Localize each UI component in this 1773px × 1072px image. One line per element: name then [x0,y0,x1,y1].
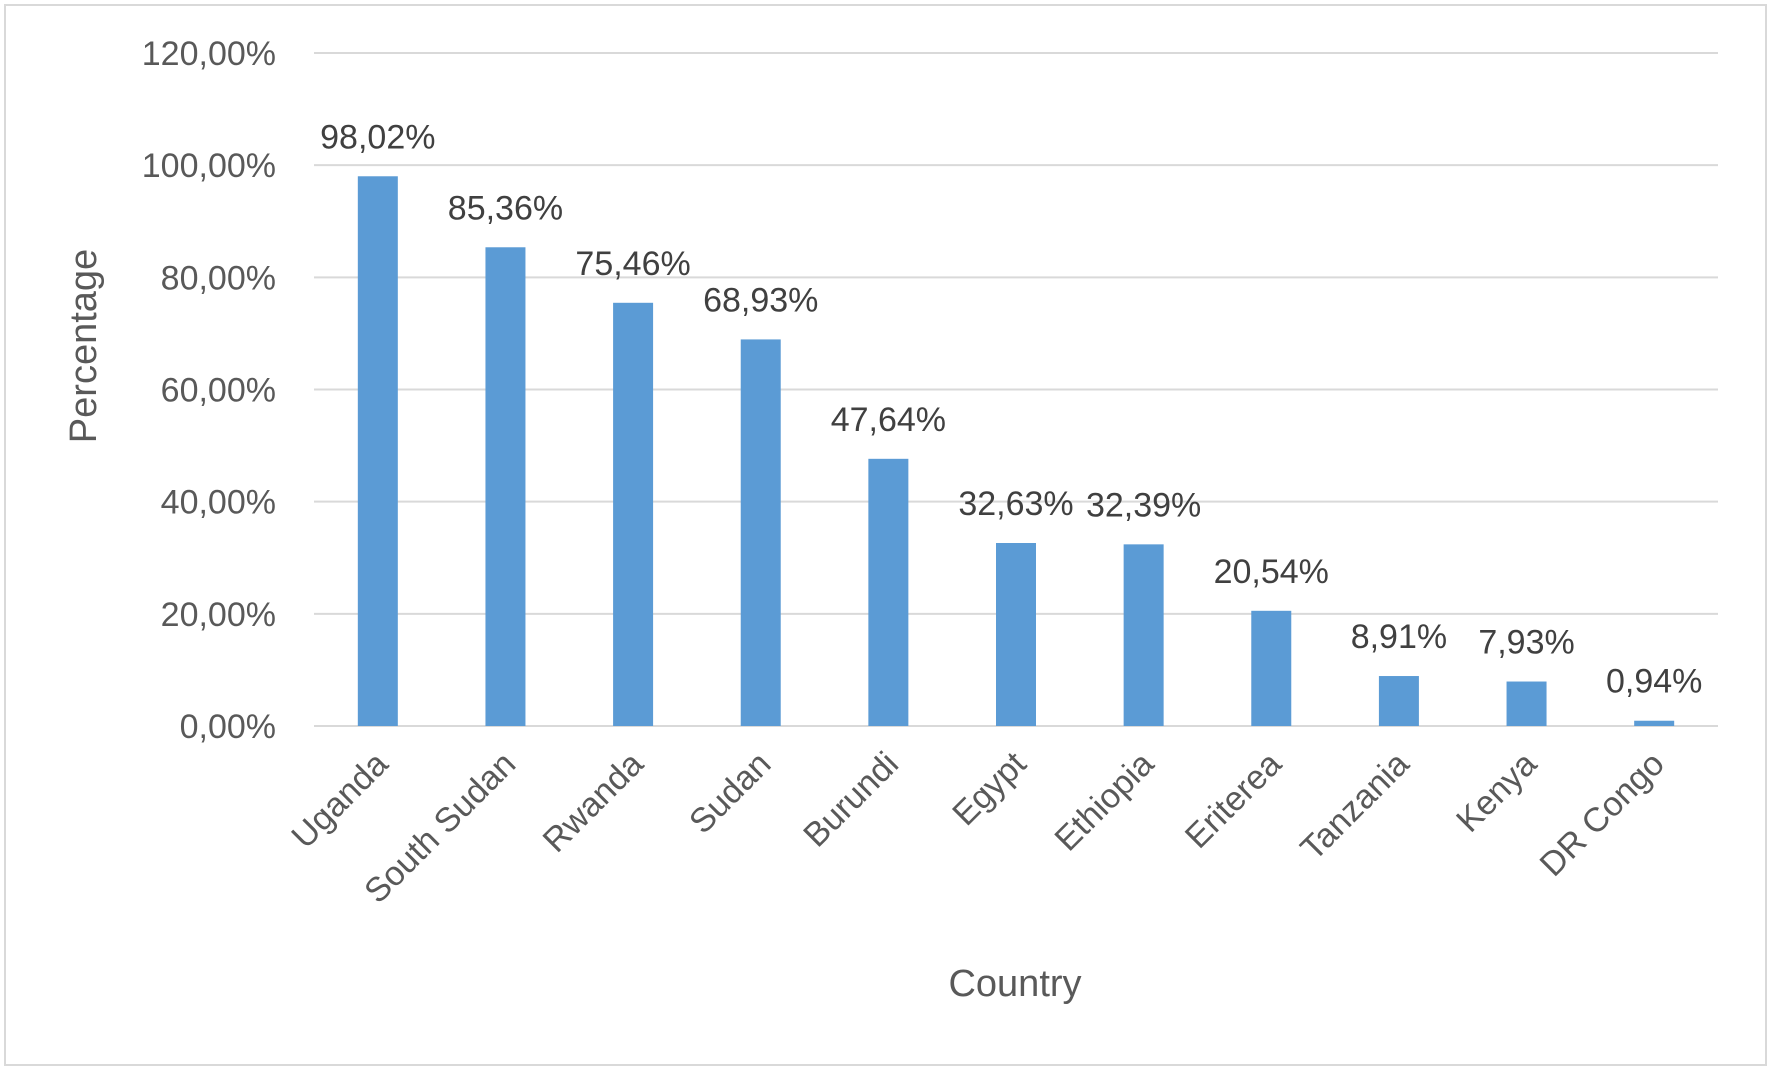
x-tick-label: Kenya [1449,745,1544,840]
data-label: 32,39% [1086,486,1201,524]
gridlines [314,52,1718,727]
bar-ethiopia [1123,544,1164,726]
data-label: 8,91% [1351,618,1447,656]
x-tick-label: Rwanda [536,745,651,860]
x-tick-label: DR Congo [1533,745,1672,884]
bar-egypt [996,543,1036,726]
y-tick-label: 0,00% [180,708,276,746]
y-tick-label: 120,00% [142,35,276,73]
bar-burundi [868,458,909,726]
y-tick-label: 80,00% [161,259,276,297]
bars [357,176,1675,727]
bar-tanzania [1378,676,1419,726]
y-axis-tick-labels: 0,00% 20,00% 40,00% 60,00% 80,00% 100,00% 120,… [142,35,276,746]
y-tick-label: 20,00% [161,596,276,634]
bar-south-sudan [485,247,526,727]
x-tick-label: Eriterea [1178,745,1289,856]
x-tick-label: Ethiopia [1048,745,1162,859]
data-label: 20,54% [1214,553,1329,591]
y-axis-title: Percentage [63,249,105,443]
data-label: 98,02% [320,118,435,156]
data-labels: 98,02% 85,36% 75,46% 68,93% 47,64% 32,63% 32,3… [320,118,1702,700]
x-tick-label: Egypt [945,744,1034,833]
data-label: 68,93% [703,281,818,319]
y-tick-label: 40,00% [161,484,276,522]
x-tick-label: Sudan [682,745,778,841]
data-label: 0,94% [1606,663,1702,701]
bar-rwanda [613,302,654,726]
x-axis-title: Country [948,963,1081,1005]
bar-kenya [1506,681,1547,726]
data-label: 47,64% [831,401,946,439]
data-label: 85,36% [448,189,563,227]
x-tick-label: Tanzania [1293,745,1416,868]
y-tick-label: 60,00% [161,372,276,410]
y-tick-label: 100,00% [142,147,276,185]
x-tick-label: Burundi [796,745,906,855]
data-label: 32,63% [958,485,1073,523]
bar-eriterea [1251,610,1292,726]
bar-sudan [740,339,781,726]
bar-uganda [357,176,398,726]
data-label: 7,93% [1478,624,1574,662]
bar-dr-congo [1634,720,1675,726]
data-label: 75,46% [575,245,690,283]
x-tick-label: Uganda [284,745,395,856]
